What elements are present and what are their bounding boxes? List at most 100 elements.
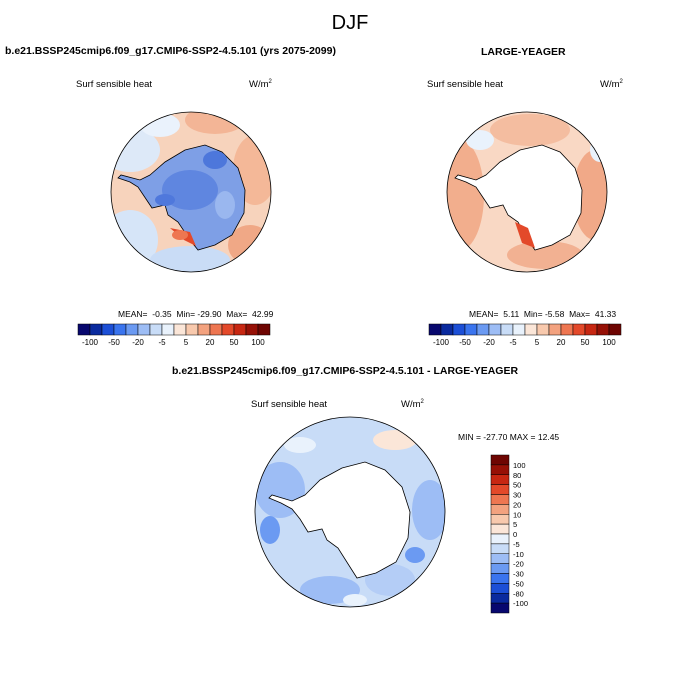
panel1-variable-label: Surf sensible heat <box>76 79 153 90</box>
panel3-colorbar-tick-label: 30 <box>513 491 521 500</box>
panel1-colorbar-box <box>197 323 211 336</box>
panel3-colorbar-tick-label: -50 <box>513 579 524 588</box>
panel2-colorbar-box <box>488 323 502 336</box>
panel2-colorbar-box <box>596 323 610 336</box>
panel2-colorbar-tick-label: 100 <box>602 338 616 347</box>
figure-title: DJF <box>331 12 369 34</box>
panel1-colorbar-box <box>233 323 247 336</box>
panel3-colorbar-box <box>490 602 510 614</box>
panel2-colorbar-box <box>560 323 574 336</box>
panel1-colorbar-box <box>245 323 259 336</box>
panel1-colorbar-box <box>101 323 115 336</box>
panel1-colorbar-box <box>257 323 271 336</box>
panel2-colorbar-box <box>428 323 442 336</box>
panel3-colorbar-box <box>490 523 510 535</box>
panel2-stats: MEAN= 5.11 Min= -5.58 Max= 41.33 <box>469 309 617 319</box>
panel1-map <box>111 112 271 272</box>
panel1-colorbar-box <box>161 323 175 336</box>
panel1-case-title: b.e21.BSSP245cmip6.f09_g17.CMIP6-SSP2-4.… <box>5 45 336 57</box>
panel2-colorbar-box <box>512 323 526 336</box>
panel3-colorbar-tick-label: -20 <box>513 560 524 569</box>
panel1-colorbar: -100 -50 -20 -5 5 20 50 100 <box>77 323 271 347</box>
panel3-colorbar-tick-label: -80 <box>513 589 524 598</box>
panel3-colorbar-tick-label: 10 <box>513 510 521 519</box>
panel3-units-label: W/m2 <box>401 399 424 411</box>
panel2-colorbar-tick-label: 50 <box>581 338 590 347</box>
panel2-colorbar-box <box>440 323 454 336</box>
panel1-colorbar-tick-label: -20 <box>132 338 144 347</box>
panel3-stats: MIN = -27.70 MAX = 12.45 <box>458 432 560 442</box>
panel1-colorbar-box <box>209 323 223 336</box>
panel3-colorbar-tick-label: 20 <box>513 500 521 509</box>
panel2-variable-label: Surf sensible heat <box>427 79 504 90</box>
panel3-colorbar-box <box>490 593 510 604</box>
panel3-colorbar-tick-label: 80 <box>513 471 521 480</box>
panel2-colorbar-box <box>464 323 478 336</box>
panel2-colorbar-box <box>608 323 622 336</box>
panel2-colorbar-box <box>548 323 562 336</box>
panel3-colorbar-box <box>490 563 510 574</box>
panel3-colorbar-tick-label: 5 <box>513 520 517 529</box>
panel2-colorbar-box <box>536 323 550 336</box>
panel2-colorbar-tick-label: -5 <box>509 338 517 347</box>
panel1-colorbar-box <box>77 323 91 336</box>
panel1-colorbar-tick-label: 5 <box>184 338 189 347</box>
panel3-colorbar-box <box>490 533 510 545</box>
panel1-colorbar-box <box>137 323 151 336</box>
panel2-units-label: W/m2 <box>600 79 623 91</box>
panel3-colorbar-tick-label: -5 <box>513 540 520 549</box>
panel3-colorbar-box <box>490 504 510 515</box>
panel2-case-title: LARGE-YEAGER <box>481 46 566 58</box>
panel3-antarctica <box>268 461 411 579</box>
panel2-colorbar-tick-label: -100 <box>433 338 450 347</box>
panel3-colorbar-tick-label: -30 <box>513 570 524 579</box>
panel2-colorbar-box <box>476 323 490 336</box>
panel1-colorbar-box <box>185 323 199 336</box>
panel3-colorbar-box <box>490 583 510 594</box>
panel2-map <box>447 112 607 272</box>
panel2-colorbar-box <box>584 323 598 336</box>
panel1-colorbar-box <box>149 323 163 336</box>
panel1-colorbar-tick-label: -100 <box>82 338 99 347</box>
panel1-colorbar-box <box>221 323 235 336</box>
panel2-colorbar-tick-label: 5 <box>535 338 540 347</box>
panel1-colorbar-tick-label: -50 <box>108 338 120 347</box>
panel3-colorbar-box <box>490 573 510 584</box>
panel1-colorbar-box <box>113 323 127 336</box>
panel1-colorbar-tick-label: 20 <box>206 338 215 347</box>
panel2-colorbar-box <box>452 323 466 336</box>
panel3-case-title: b.e21.BSSP245cmip6.f09_g17.CMIP6-SSP2-4.… <box>172 365 519 377</box>
panel3-colorbar-box <box>490 484 510 495</box>
panel2-colorbar-box <box>572 323 586 336</box>
panel1-colorbar-box <box>89 323 103 336</box>
panel3-colorbar-tick-label: -100 <box>513 599 528 608</box>
panel3-colorbar-tick-label: 50 <box>513 481 521 490</box>
panel3-colorbar-tick-label: 100 <box>513 461 526 470</box>
panel3-colorbar-tick-label: -10 <box>513 550 524 559</box>
panel2-colorbar-box <box>524 323 538 336</box>
panel3-map-border <box>254 416 446 608</box>
panel2-colorbar-tick-label: 20 <box>557 338 566 347</box>
panel1-stats: MEAN= -0.35 Min= -29.90 Max= 42.99 <box>118 309 274 319</box>
panel1-colorbar-tick-label: -5 <box>158 338 166 347</box>
panel1-units-label: W/m2 <box>249 79 272 91</box>
panel3-colorbar-tick-label: 0 <box>513 530 517 539</box>
panel3-map <box>255 417 445 607</box>
panel2-colorbar: -100 -50 -20 -5 5 20 50 100 <box>428 323 622 347</box>
panel3-colorbar-box <box>490 553 510 564</box>
panel3-colorbar-box <box>490 543 510 554</box>
panel3-colorbar-box <box>490 454 510 466</box>
panel1-colorbar-box <box>125 323 139 336</box>
panel3-variable-label: Surf sensible heat <box>251 399 328 410</box>
panel2-colorbar-tick-label: -20 <box>483 338 495 347</box>
panel2-colorbar-box <box>500 323 514 336</box>
panel1-colorbar-box <box>173 323 187 336</box>
panel3-colorbar-box <box>490 464 510 475</box>
panel1-colorbar-tick-label: 50 <box>230 338 239 347</box>
panel3-colorbar-box <box>490 494 510 505</box>
panel2-colorbar-tick-label: -50 <box>459 338 471 347</box>
panel1-map-border <box>110 111 272 273</box>
panel3-colorbar-box <box>490 514 510 525</box>
